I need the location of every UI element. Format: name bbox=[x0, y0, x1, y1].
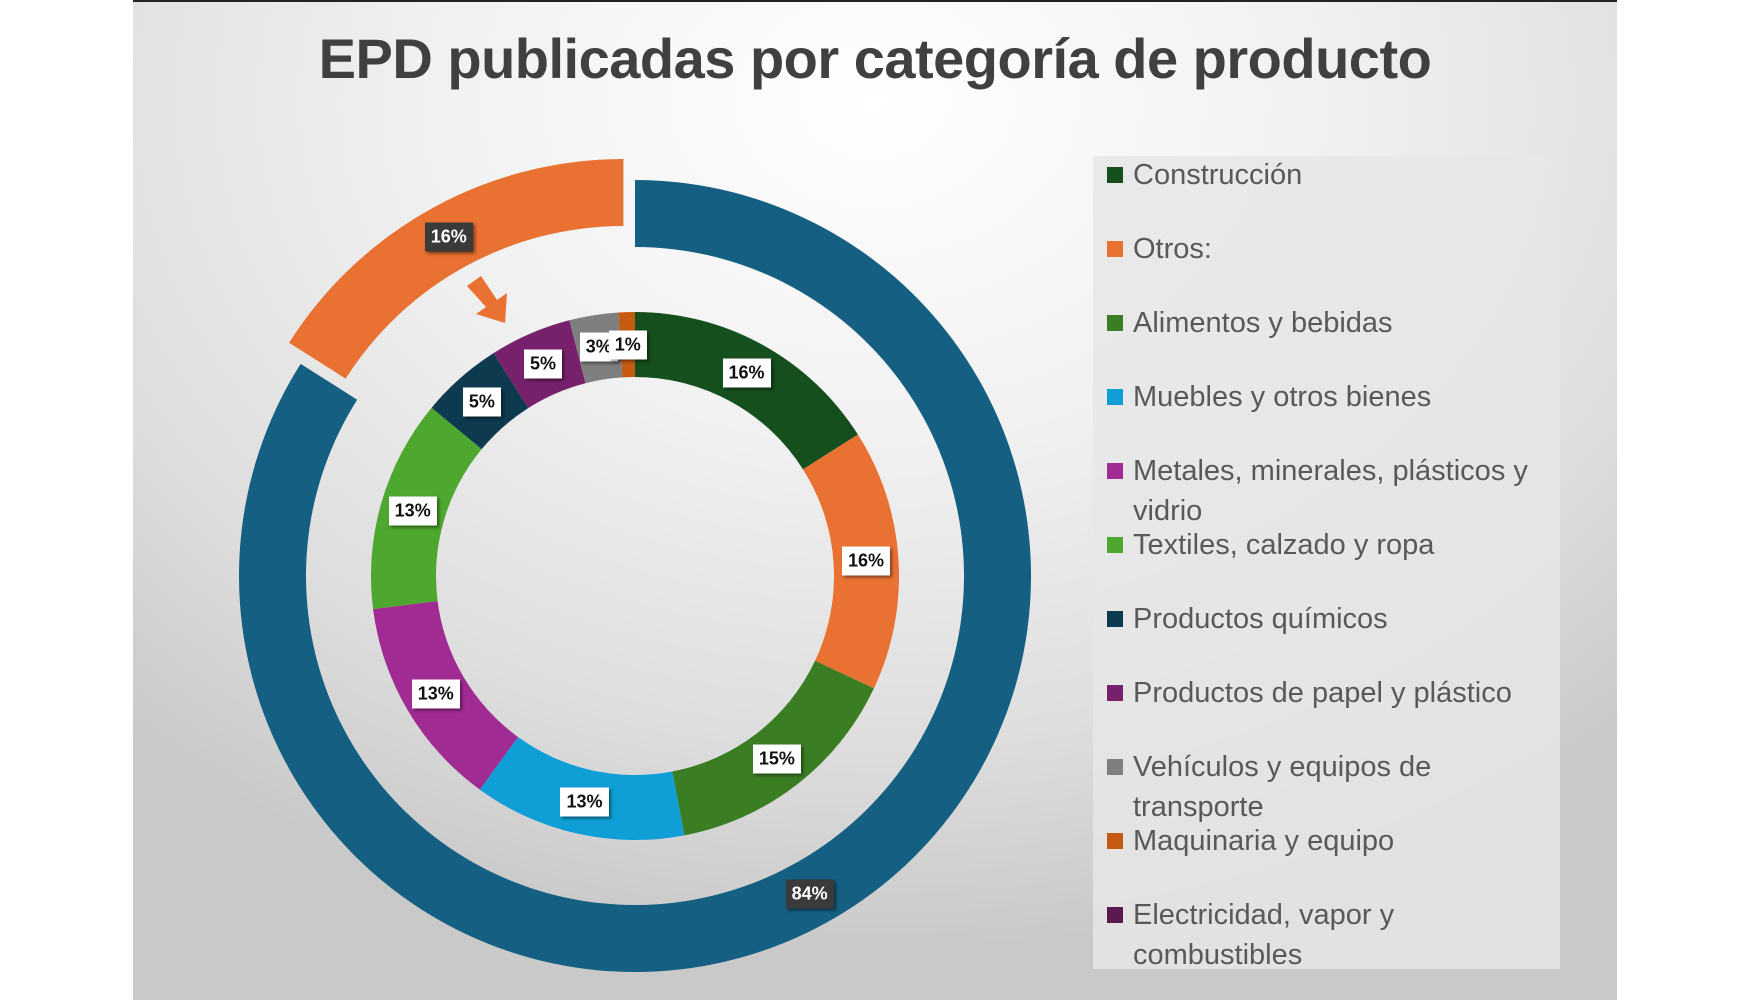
legend-label: Construcción bbox=[1133, 159, 1303, 191]
legend-swatch bbox=[1107, 759, 1123, 775]
in-data-label: 1% bbox=[608, 330, 647, 360]
legend-item: Productos químicos bbox=[1107, 599, 1557, 639]
in-data-label: 15% bbox=[752, 744, 801, 774]
legend-label: Productos de papel y plástico bbox=[1133, 677, 1512, 709]
legend-swatch bbox=[1107, 167, 1123, 183]
legend-item: Alimentos y bebidas bbox=[1107, 303, 1557, 343]
legend-label: Productos químicos bbox=[1133, 603, 1388, 635]
legend-swatch bbox=[1107, 611, 1123, 627]
in-data-label: 5% bbox=[462, 387, 501, 417]
out-data-label: 16% bbox=[424, 222, 473, 252]
in-segment-construcción[interactable] bbox=[635, 312, 858, 470]
arrow-icon bbox=[467, 276, 507, 323]
legend-item: Vehículos y equipos de transporte bbox=[1107, 747, 1557, 827]
in-data-label: 13% bbox=[388, 496, 437, 526]
legend-swatch bbox=[1107, 241, 1123, 257]
legend-swatch bbox=[1107, 463, 1123, 479]
legend-item: Electricidad, vapor y combustibles bbox=[1107, 895, 1557, 975]
legend-item: Textiles, calzado y ropa bbox=[1107, 525, 1557, 565]
legend-label: Metales, minerales, plásticos y vidrio bbox=[1133, 455, 1528, 527]
legend-swatch bbox=[1107, 315, 1123, 331]
in-data-label: 13% bbox=[560, 787, 609, 817]
legend-swatch bbox=[1107, 537, 1123, 553]
legend-label: Vehículos y equipos de transporte bbox=[1133, 751, 1432, 823]
in-data-label: 13% bbox=[411, 679, 460, 709]
legend-swatch bbox=[1107, 833, 1123, 849]
legend-label: Textiles, calzado y ropa bbox=[1133, 529, 1435, 561]
legend-swatch bbox=[1107, 685, 1123, 701]
legend-swatch bbox=[1107, 389, 1123, 405]
in-data-label: 16% bbox=[842, 546, 891, 576]
out-segment-1[interactable] bbox=[289, 158, 624, 379]
in-data-label: 5% bbox=[524, 349, 563, 379]
chart-title: EPD publicadas por categoría de producto bbox=[318, 27, 1432, 90]
legend-item: Productos de papel y plástico bbox=[1107, 673, 1557, 713]
legend-item: Muebles y otros bienes bbox=[1107, 377, 1557, 417]
legend-label: Electricidad, vapor y combustibles bbox=[1133, 899, 1395, 971]
legend-item: Metales, minerales, plásticos y vidrio bbox=[1107, 451, 1557, 531]
outer-ring bbox=[238, 158, 1031, 972]
legend: Construcción Otros: Alimentos y bebidas Mue… bbox=[1093, 155, 1560, 971]
inner-ring bbox=[371, 312, 899, 841]
legend-item: Otros: bbox=[1107, 229, 1557, 269]
legend-swatch bbox=[1107, 907, 1123, 923]
legend-label: Alimentos y bebidas bbox=[1133, 307, 1393, 339]
in-data-label: 16% bbox=[722, 358, 771, 388]
legend-item: Maquinaria y equipo bbox=[1107, 821, 1557, 861]
legend-label: Muebles y otros bienes bbox=[1133, 381, 1432, 413]
legend-item: Construcción bbox=[1107, 155, 1557, 195]
out-data-label: 84% bbox=[785, 879, 834, 909]
legend-label: Otros: bbox=[1133, 233, 1212, 265]
legend-label: Maquinaria y equipo bbox=[1133, 825, 1395, 857]
